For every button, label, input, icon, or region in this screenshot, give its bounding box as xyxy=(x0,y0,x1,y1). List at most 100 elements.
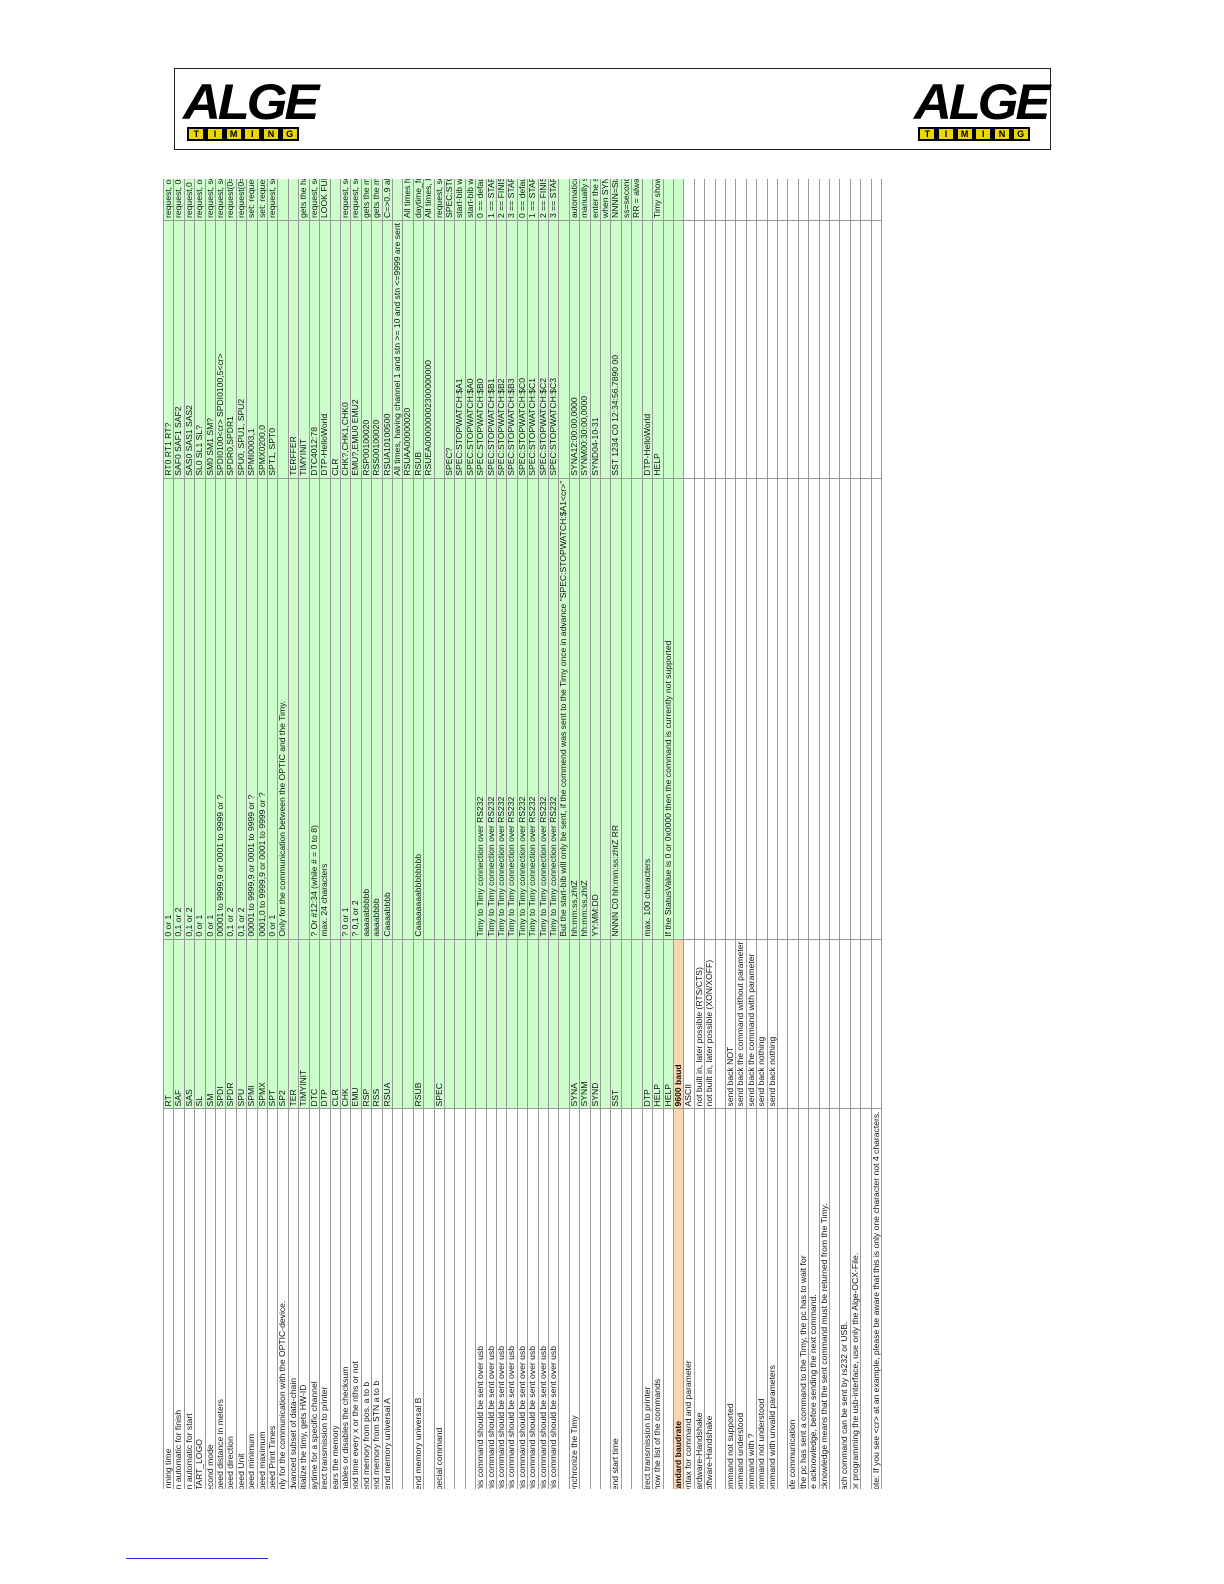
range-cell: max. 24 characters xyxy=(319,478,330,940)
notes-cell xyxy=(871,179,882,221)
description-cell: running time xyxy=(163,1108,174,1489)
example-cell: SPEC:STOPWATCH:$C3 xyxy=(548,220,559,479)
logo-letter: G xyxy=(1013,129,1028,139)
command-table: running time RT 0 or 1 RT0 RT1 RT? request, … xyxy=(163,179,882,1489)
range-cell: 0001,0 to 9999,9 or 0001 to 9999 or ? xyxy=(257,478,268,940)
command-cell: SPMI xyxy=(246,939,258,1109)
description-cell: Advanced subset of data-chain xyxy=(288,1108,299,1489)
range-cell xyxy=(392,478,403,940)
table-row xyxy=(829,179,840,1489)
range-cell: aaaabbbb xyxy=(371,478,383,940)
description-cell: For programming the usb-interface, use o… xyxy=(850,1108,861,1489)
command-cell: SPT xyxy=(267,939,278,1109)
description-cell: Speed direction xyxy=(225,1108,237,1489)
range-cell xyxy=(434,478,445,940)
table-row: Send memory universal A RSUA Caaaabbbb RSUA… xyxy=(382,179,393,1489)
command-cell: SPMX xyxy=(257,939,268,1109)
notes-cell: enter the sync date, takes only effect xyxy=(590,179,601,221)
example-cell: SL0 SL1 SL? xyxy=(194,220,206,479)
range-cell: But the start-bib will only be sent, if … xyxy=(558,478,570,940)
notes-cell: request, on off xyxy=(194,179,206,221)
range-cell xyxy=(798,478,809,940)
logo-wordmark: ALGE xyxy=(914,74,1050,130)
command-cell: SL xyxy=(194,939,206,1109)
table-row: Advanced subset of data-chainTERTERFFERx xyxy=(288,179,299,1489)
table-row: safe communication xyxy=(787,179,799,1489)
description-cell: Acknowledge means that the sent command … xyxy=(819,1108,830,1489)
rotated-sheet: running time RT 0 or 1 RT0 RT1 RT? request, … xyxy=(163,179,1063,1489)
description-cell: the acknowledge, before sending the next… xyxy=(808,1108,820,1489)
command-cell xyxy=(798,939,809,1109)
example-cell: EMU?,EMU0 EMU2 xyxy=(350,220,362,479)
table-row: Each command can be sent by rs232 or USB… xyxy=(839,179,851,1489)
command-cell xyxy=(631,939,643,1109)
description-cell: send memory from STN a to b xyxy=(371,1108,383,1489)
description-cell xyxy=(465,1108,476,1489)
notes-cell xyxy=(277,179,289,221)
command-cell: send back nothing xyxy=(756,939,768,1109)
command-cell: send back the command with parameter xyxy=(746,939,757,1109)
example-cell: SYND04-10-31 xyxy=(590,220,601,479)
notes-cell: 1 == START-BIB is accepted, in the forma… xyxy=(486,179,497,221)
command-cell xyxy=(506,939,518,1109)
table-row: This command should be sent over usb Timy… xyxy=(517,179,528,1489)
description-cell xyxy=(558,1108,570,1489)
notes-cell: gets the hardware-id of the Timy xyxy=(298,179,310,221)
table-row: syntax for command and parameter ASCII xyxy=(683,179,695,1489)
range-cell: aaaaabbbbb xyxy=(361,478,372,940)
range-cell: 0 or 1 xyxy=(267,478,278,940)
example-cell xyxy=(434,220,445,479)
range-cell: 0 or 1 xyxy=(163,478,174,940)
description-cell: This command should be sent over usb xyxy=(527,1108,539,1489)
range-cell xyxy=(652,478,663,940)
example-cell: SPEC:STOPWATCH:$A1 xyxy=(454,220,466,479)
command-cell xyxy=(402,939,414,1109)
notes-cell xyxy=(767,179,778,221)
description-cell: command understood xyxy=(735,1108,747,1489)
table-row: RSUAA00000020All times having stn <= 20 … xyxy=(402,179,414,1489)
table-row: command not understood send back nothing xyxy=(756,179,768,1489)
range-cell: hh:mm:ss,zhtZ xyxy=(579,478,591,940)
notes-cell: request, set xyxy=(434,179,445,221)
command-cell: RSUB xyxy=(413,939,424,1109)
table-row: Direct transmission to printer DTP max. 10… xyxy=(642,179,653,1489)
notes-cell xyxy=(330,179,341,221)
command-cell xyxy=(715,939,726,1109)
notes-cell xyxy=(777,179,788,221)
command-cell: RSS xyxy=(371,939,383,1109)
example-cell xyxy=(558,220,570,479)
command-cell: DTP xyxy=(642,939,653,1109)
table-row: This command should be sent over usb Timy… xyxy=(527,179,539,1489)
range-cell: 0,1 or 2 xyxy=(225,478,237,940)
example-cell: RSUB xyxy=(413,220,424,479)
notes-cell xyxy=(288,179,299,221)
command-cell: RT xyxy=(163,939,174,1109)
footnote-link-underline[interactable] xyxy=(126,1558,268,1559)
example-cell: SPEC:STOPWATCH:$A0 xyxy=(465,220,476,479)
command-cell xyxy=(454,939,466,1109)
notes-cell: NNNN=Startnumber; hh=hour mm=minutes xyxy=(610,179,622,221)
description-cell xyxy=(621,1108,632,1489)
table-row: command understood send back the command … xyxy=(735,179,747,1489)
command-cell: RSP xyxy=(361,939,372,1109)
range-cell xyxy=(298,478,310,940)
table-row: This command should be sent over usb Timy… xyxy=(506,179,518,1489)
command-table-frame: running time RT 0 or 1 RT0 RT1 RT? request, … xyxy=(163,179,1224,1489)
logo-letter: I xyxy=(245,129,260,139)
command-cell xyxy=(465,939,476,1109)
range-cell: 00001 to 9999,9 or 0001 to 9999 or ? xyxy=(246,478,258,940)
description-cell xyxy=(423,1108,435,1489)
table-row: Hardware-Handshake not built in, later po… xyxy=(694,179,705,1489)
example-cell xyxy=(839,220,851,479)
command-cell xyxy=(392,939,403,1109)
description-cell xyxy=(860,1108,872,1489)
notes-cell: request, set xyxy=(215,179,226,221)
command-cell xyxy=(787,939,799,1109)
description-cell xyxy=(454,1108,466,1489)
range-cell: Caaaabbbb xyxy=(382,478,393,940)
table-row: Speed distance in meters SPDI 00001 to 999… xyxy=(215,179,226,1489)
notes-cell xyxy=(735,179,747,221)
notes-cell: ss=seconds zhtZ=4 digits of second's fra… xyxy=(621,179,632,221)
